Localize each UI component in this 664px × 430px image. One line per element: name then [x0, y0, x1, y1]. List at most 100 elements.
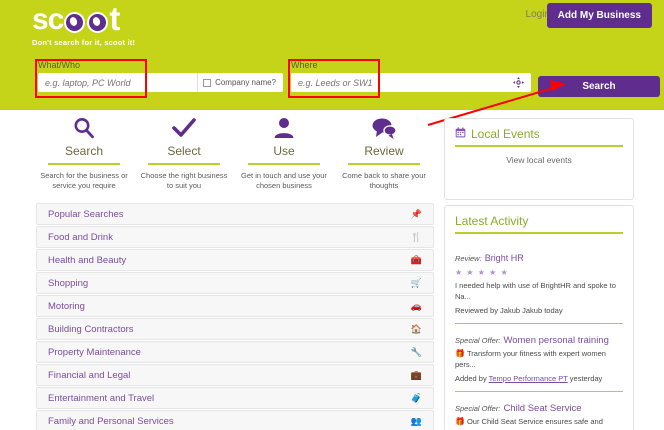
gift-icon: 🎁	[455, 417, 465, 426]
category-item-label: Motoring	[48, 300, 85, 312]
where-group: Where	[291, 60, 531, 92]
activity-item-title-link[interactable]: Bright HR	[484, 253, 524, 263]
category-item-label: Financial and Legal	[48, 369, 131, 381]
activity-item-kind: Special Offer:	[455, 336, 501, 345]
activity-item-meta-prefix: Added by	[455, 374, 489, 383]
category-item-financial-and-legal[interactable]: Financial and Legal 💼	[36, 364, 434, 386]
logo-wordmark: sc t	[32, 0, 135, 37]
step-divider	[148, 163, 220, 165]
activity-item-title-link[interactable]: Women personal training	[503, 335, 609, 346]
user-icon	[238, 114, 330, 142]
activity-item-body: 🎁 Transform your fitness with expert wome…	[455, 348, 623, 370]
check-icon	[138, 114, 230, 142]
car-icon: 🚗	[410, 300, 422, 311]
where-input[interactable]	[291, 73, 513, 92]
activity-item[interactable]: Special Offer: Child Seat Service 🎁 Our Chi…	[455, 392, 623, 430]
what-who-input[interactable]	[38, 73, 198, 92]
latest-activity-header: Latest Activity	[455, 214, 623, 232]
home-icon: 🏠	[410, 323, 422, 334]
category-item-food-and-drink[interactable]: Food and Drink 🍴	[36, 226, 434, 248]
search-button[interactable]: Search	[538, 76, 660, 97]
login-link[interactable]: Login	[525, 9, 550, 20]
latest-activity-divider	[455, 232, 623, 234]
view-local-events-link[interactable]: View local events	[506, 155, 572, 165]
step-review: Review Come back to share your thoughts	[334, 114, 434, 191]
company-name-checkbox-wrap[interactable]: Company name?	[197, 73, 283, 92]
speech-bubble-icon	[338, 114, 430, 142]
activity-item-body: 🎁 Our Child Seat Service ensures safe and…	[455, 416, 623, 430]
what-who-label: What/Who	[38, 60, 81, 70]
activity-item-body-text: I needed help with use of BrightHR and s…	[455, 281, 616, 301]
step-use: Use Get in touch and use your chosen bus…	[234, 114, 334, 191]
step-review-title: Review	[364, 144, 404, 158]
activity-item-title-link[interactable]: Child Seat Service	[503, 403, 582, 414]
activity-item-meta-prefix: Reviewed by Jakub Jakub today	[455, 306, 563, 315]
activity-item-meta: Added by Tempo Performance PT yesterday	[455, 374, 623, 384]
wrench-icon: 🔧	[410, 346, 422, 357]
logo-text-head: sc	[32, 3, 64, 36]
activity-item-heading: Review: Bright HR	[455, 248, 623, 266]
magnifier-icon	[38, 114, 130, 142]
category-item-shopping[interactable]: Shopping 🛒	[36, 272, 434, 294]
step-search-title: Search	[64, 144, 104, 158]
category-item-health-and-beauty[interactable]: Health and Beauty 🧰	[36, 249, 434, 271]
category-item-label: Property Maintenance	[48, 346, 141, 358]
where-label: Where	[291, 60, 318, 70]
category-item-label: Popular Searches	[48, 208, 124, 220]
category-item-label: Health and Beauty	[48, 254, 127, 266]
activity-item-kind: Special Offer:	[455, 404, 501, 413]
logo-o-second-icon	[87, 11, 109, 33]
activity-item[interactable]: Special Offer: Women personal training 🎁 Tr…	[455, 324, 623, 392]
local-events-card: Local Events View local events	[444, 118, 634, 200]
step-select: Select Choose the right business to suit…	[134, 114, 234, 191]
logo-o-first-icon	[64, 11, 86, 33]
category-item-label: Family and Personal Services	[48, 415, 174, 427]
what-who-group: What/Who Company name?	[38, 60, 283, 92]
category-item-property-maintenance[interactable]: Property Maintenance 🔧	[36, 341, 434, 363]
category-item-building-contractors[interactable]: Building Contractors 🏠	[36, 318, 434, 340]
activity-list: Review: Bright HR ★ ★ ★ ★ ★ I needed help w…	[455, 242, 623, 430]
add-my-business-button[interactable]: Add My Business	[546, 3, 652, 28]
what-who-input-row: Company name?	[38, 73, 283, 92]
activity-item-meta-link[interactable]: Tempo Performance PT	[488, 374, 568, 383]
step-search: Search Search for the business or servic…	[34, 114, 134, 191]
latest-activity-card: Latest Activity Review: Bright HR ★ ★ ★ ★ …	[444, 205, 634, 430]
step-divider	[248, 163, 320, 165]
logo-text-tail: t	[109, 0, 120, 37]
crosshair-icon[interactable]	[513, 73, 531, 92]
activity-item-kind: Review:	[455, 254, 482, 263]
step-use-desc: Get in touch and use your chosen busines…	[241, 171, 327, 190]
category-list: Popular Searches 📌 Food and Drink 🍴 Health a…	[36, 203, 434, 430]
activity-item-meta-suffix: yesterday	[567, 374, 603, 383]
category-item-entertainment-and-travel[interactable]: Entertainment and Travel 🧳	[36, 387, 434, 409]
logo-tagline: Don't search for it, scoot it!	[32, 38, 136, 47]
step-use-title: Use	[273, 144, 295, 158]
category-item-popular-searches[interactable]: Popular Searches 📌	[36, 203, 434, 225]
site-header: sc t Don't search for it, scoot it! Logi…	[0, 0, 664, 110]
local-events-divider	[455, 145, 623, 147]
category-item-label: Entertainment and Travel	[48, 392, 155, 404]
shopping-cart-icon: 🛒	[410, 277, 422, 288]
activity-item-body-text: Our Child Seat Service ensures safe and …	[455, 417, 603, 430]
step-search-desc: Search for the business or service you r…	[40, 171, 128, 190]
latest-activity-title: Latest Activity	[455, 214, 529, 228]
category-item-label: Shopping	[48, 277, 89, 289]
activity-item[interactable]: Review: Bright HR ★ ★ ★ ★ ★ I needed help w…	[455, 242, 623, 324]
users-icon: 👥	[410, 415, 422, 426]
activity-item-meta: Reviewed by Jakub Jakub today	[455, 306, 623, 316]
category-item-motoring[interactable]: Motoring 🚗	[36, 295, 434, 317]
activity-item-body-text: Transform your fitness with expert women…	[455, 349, 606, 369]
category-item-family-and-personal-services[interactable]: Family and Personal Services 👥	[36, 410, 434, 430]
company-name-checkbox[interactable]	[203, 78, 212, 87]
activity-item-heading: Special Offer: Child Seat Service	[455, 398, 623, 416]
pin-icon: 📌	[410, 208, 422, 219]
briefcase-icon: 💼	[410, 369, 422, 380]
where-input-row	[291, 73, 531, 92]
local-events-header: Local Events	[455, 127, 623, 145]
site-logo[interactable]: sc t Don't search for it, scoot it!	[32, 0, 136, 47]
category-item-label: Building Contractors	[48, 323, 134, 335]
activity-item-body: I needed help with use of BrightHR and s…	[455, 280, 623, 302]
medkit-icon: 🧰	[410, 254, 422, 265]
step-select-desc: Choose the right business to suit you	[140, 171, 228, 190]
